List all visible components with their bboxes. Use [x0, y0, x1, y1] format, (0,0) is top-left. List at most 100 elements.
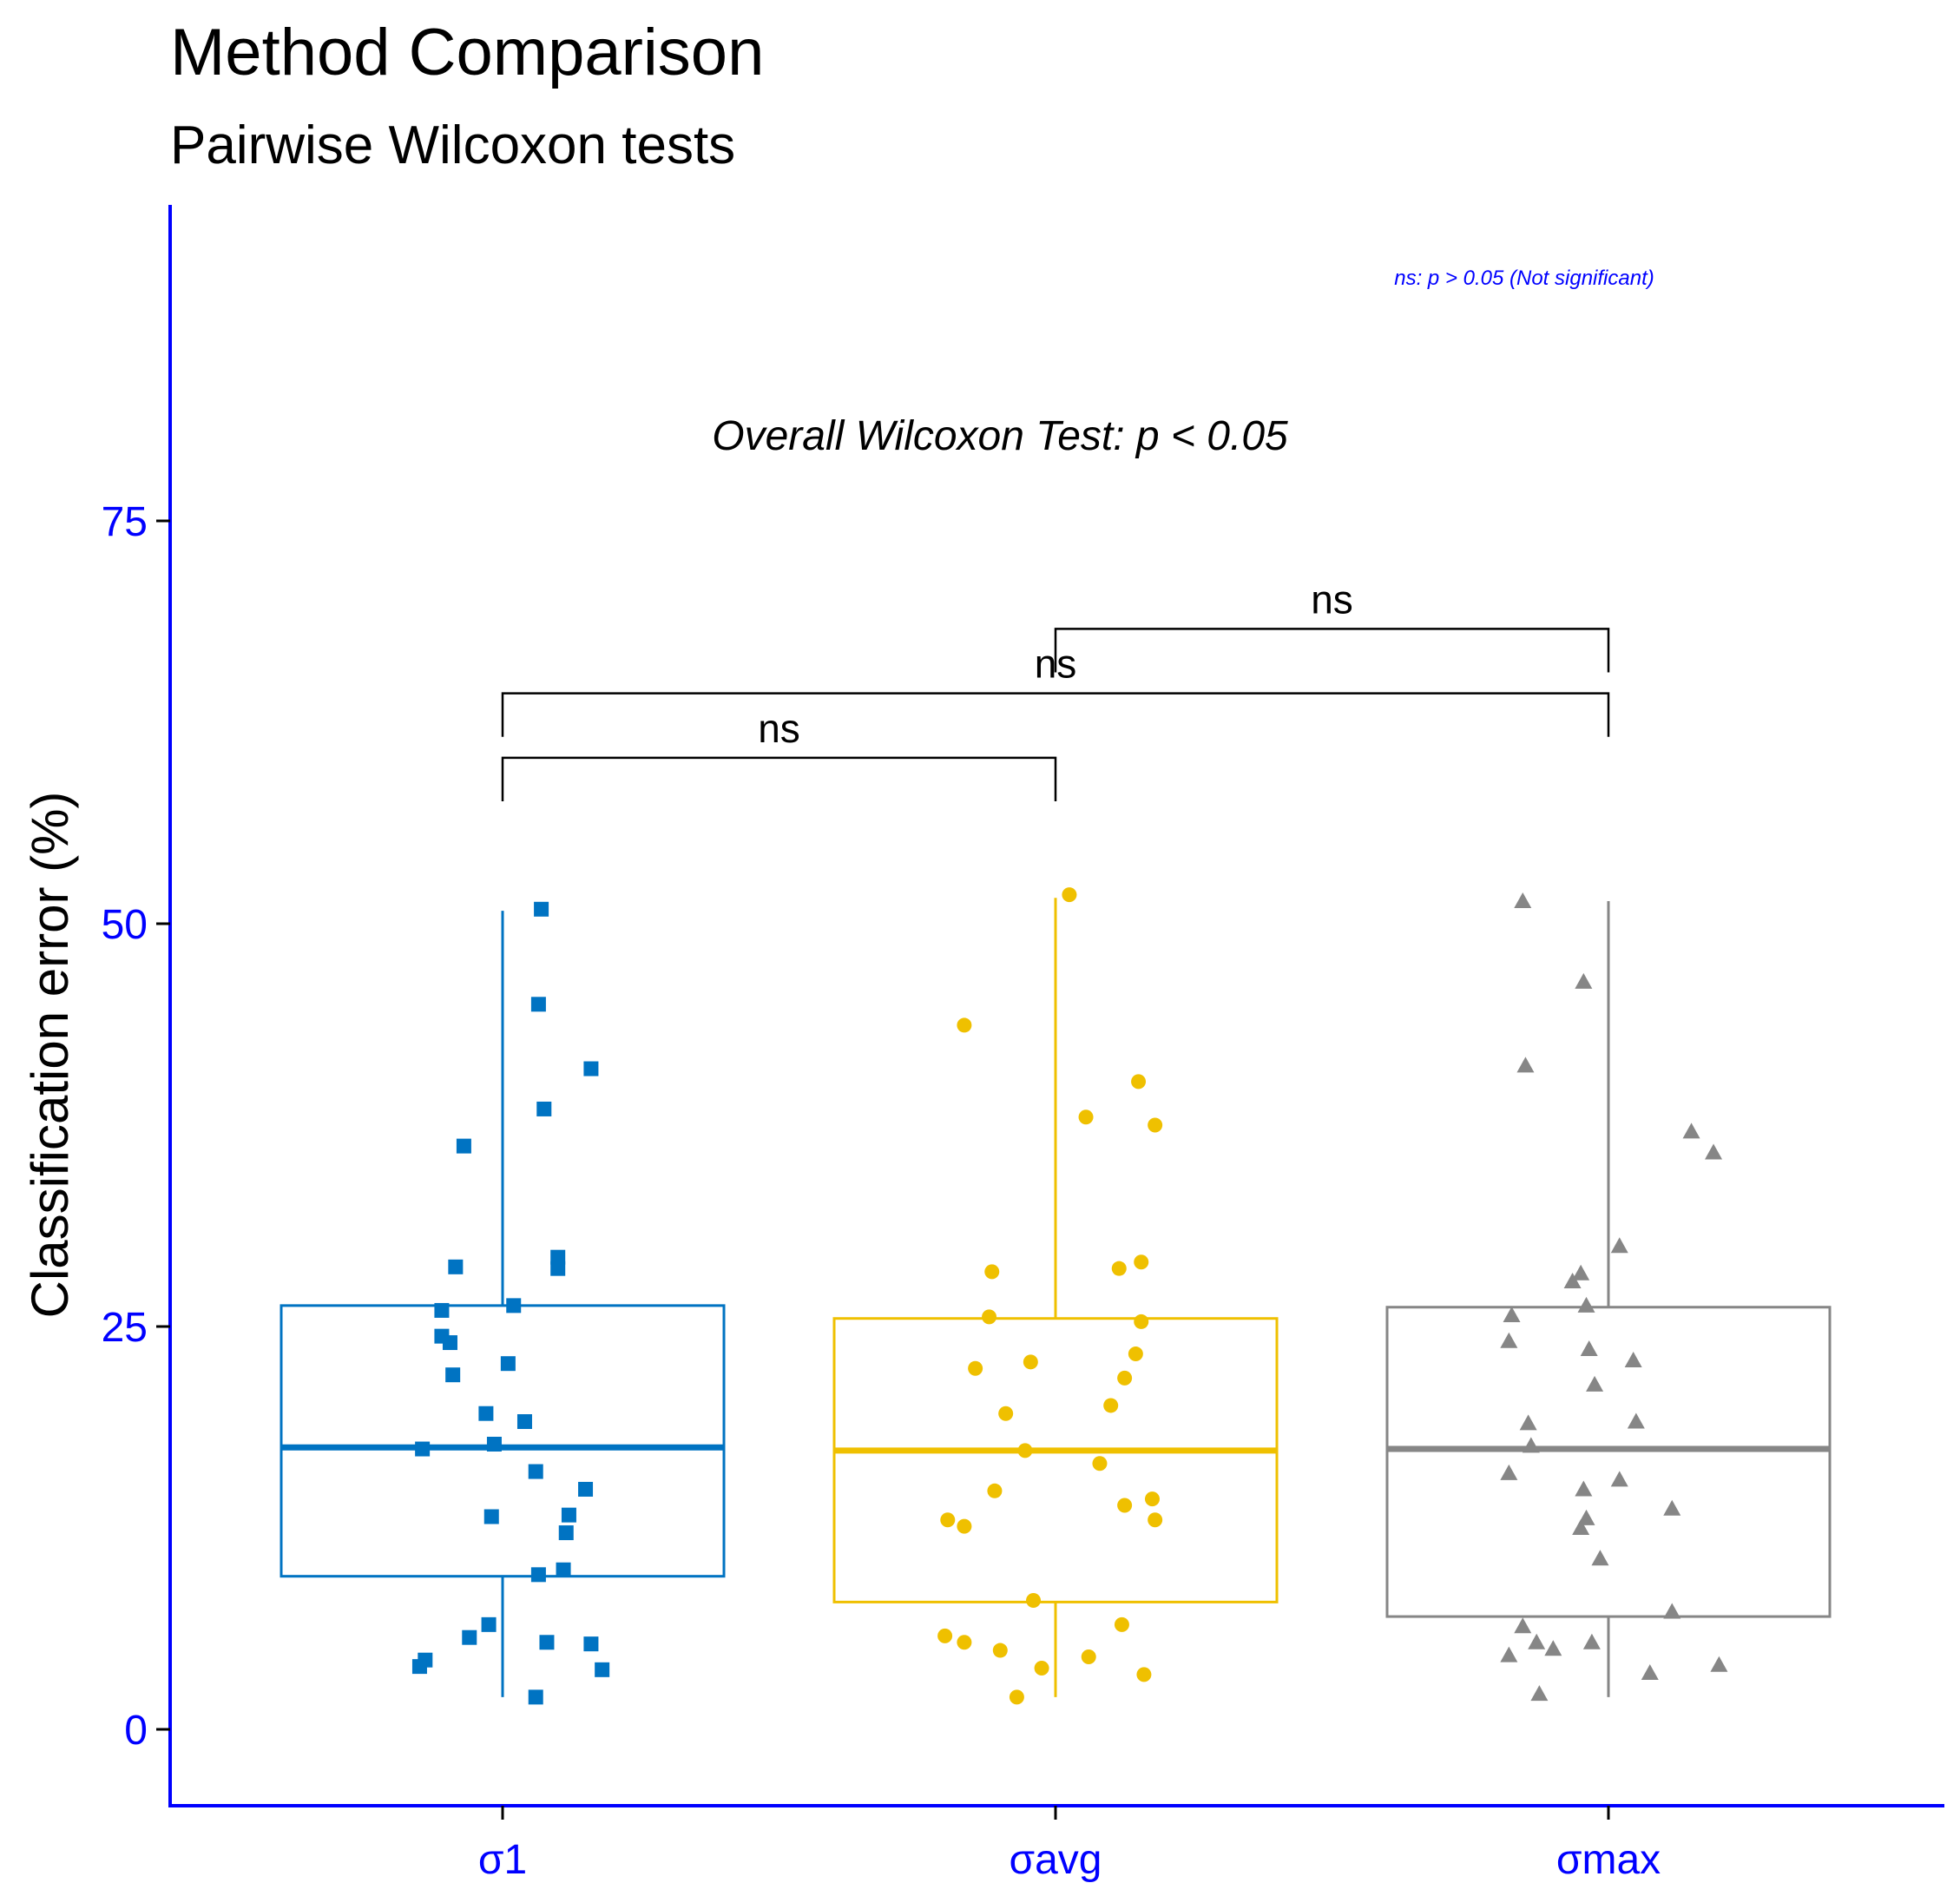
data-point	[957, 1518, 972, 1534]
data-point	[1500, 1464, 1518, 1480]
chart-title: Method Comparison	[170, 16, 764, 89]
data-point	[415, 1441, 431, 1457]
box	[832, 1317, 1279, 1603]
data-point	[992, 1643, 1008, 1658]
data-point	[1530, 1685, 1549, 1702]
y-tick-label: 75	[102, 499, 148, 545]
data-point	[1081, 1649, 1096, 1664]
data-point	[940, 1512, 956, 1528]
data-point	[987, 1483, 1003, 1498]
data-point	[1528, 1633, 1546, 1649]
data-point	[550, 1249, 566, 1265]
data-point	[411, 1659, 427, 1675]
data-point	[1034, 1660, 1049, 1676]
data-point	[1577, 1296, 1595, 1313]
significance-note: ns: p > 0.05 (Not significant)	[1394, 267, 1654, 290]
comparison-bracket	[1054, 628, 1610, 673]
data-point	[1103, 1398, 1119, 1413]
data-point	[1580, 1340, 1598, 1356]
y-tick-label: 50	[102, 902, 148, 948]
data-point	[483, 1509, 499, 1524]
data-point	[1663, 1603, 1681, 1619]
data-point	[1144, 1491, 1160, 1507]
data-point	[1514, 892, 1532, 909]
data-point	[984, 1264, 1000, 1280]
data-point	[957, 1017, 972, 1033]
data-point	[1117, 1498, 1133, 1513]
y-tick-label: 25	[102, 1305, 148, 1351]
data-point	[556, 1562, 571, 1577]
data-point	[1026, 1593, 1042, 1609]
data-point	[1627, 1412, 1645, 1429]
data-point	[1663, 1499, 1681, 1516]
data-point	[1500, 1332, 1518, 1348]
data-point	[530, 997, 546, 1012]
data-point	[561, 1507, 576, 1523]
data-point	[1572, 1264, 1590, 1281]
overall-test-label: Overall Wilcoxon Test: p < 0.05	[712, 413, 1288, 459]
data-point	[1009, 1689, 1024, 1705]
data-point	[1023, 1354, 1038, 1370]
data-point	[1577, 1509, 1595, 1525]
data-point	[1519, 1414, 1537, 1431]
x-tick-label: σavg	[1009, 1837, 1102, 1883]
y-axis-label: Classification error (%)	[21, 792, 79, 1319]
data-point	[957, 1635, 972, 1650]
x-tick-label: σ1	[478, 1837, 527, 1883]
data-point	[1078, 1109, 1094, 1125]
comparison-label: ns	[1311, 576, 1353, 622]
data-point	[1128, 1346, 1143, 1362]
data-point	[998, 1406, 1014, 1421]
data-point	[1017, 1443, 1033, 1458]
data-point	[1148, 1512, 1163, 1528]
data-point	[558, 1525, 574, 1541]
data-point	[968, 1360, 983, 1376]
data-point	[1582, 1633, 1601, 1649]
data-point	[500, 1356, 516, 1372]
data-point	[516, 1414, 532, 1430]
data-point	[1710, 1656, 1728, 1672]
data-point	[1705, 1143, 1723, 1160]
data-point	[1148, 1117, 1163, 1133]
comparison-label: ns	[758, 706, 800, 751]
data-point	[583, 1636, 599, 1652]
data-point	[481, 1616, 497, 1632]
data-point	[1610, 1471, 1628, 1487]
data-point	[442, 1335, 457, 1351]
data-point	[937, 1628, 953, 1643]
chart-subtitle: Pairwise Wilcoxon tests	[170, 115, 735, 175]
data-point	[1062, 887, 1077, 903]
data-point	[583, 1061, 599, 1076]
data-point	[456, 1138, 471, 1154]
x-tick-label: σmax	[1556, 1837, 1661, 1883]
data-point	[528, 1464, 543, 1479]
data-point	[486, 1436, 502, 1452]
data-point	[478, 1406, 494, 1421]
data-point	[550, 1261, 566, 1276]
data-point	[1503, 1307, 1521, 1323]
data-point	[539, 1635, 555, 1650]
data-point	[528, 1689, 543, 1705]
data-point	[595, 1662, 610, 1677]
comparison-bracket	[501, 692, 1610, 737]
data-point	[534, 901, 549, 917]
data-point	[1516, 1057, 1535, 1073]
data-point	[1117, 1370, 1133, 1386]
data-point	[1522, 1437, 1540, 1453]
comparison-bracket	[501, 756, 1057, 801]
data-point	[506, 1298, 522, 1313]
data-point	[448, 1259, 464, 1274]
data-point	[1610, 1237, 1628, 1254]
data-point	[1572, 1519, 1590, 1535]
data-point	[1591, 1550, 1609, 1566]
data-point	[1136, 1667, 1152, 1682]
data-point	[1111, 1261, 1127, 1276]
data-point	[1514, 1617, 1532, 1634]
data-point	[530, 1567, 546, 1583]
data-point	[1131, 1074, 1147, 1090]
data-point	[1092, 1456, 1108, 1472]
data-point	[982, 1309, 997, 1325]
data-point	[1563, 1273, 1582, 1289]
data-point	[1682, 1123, 1700, 1139]
